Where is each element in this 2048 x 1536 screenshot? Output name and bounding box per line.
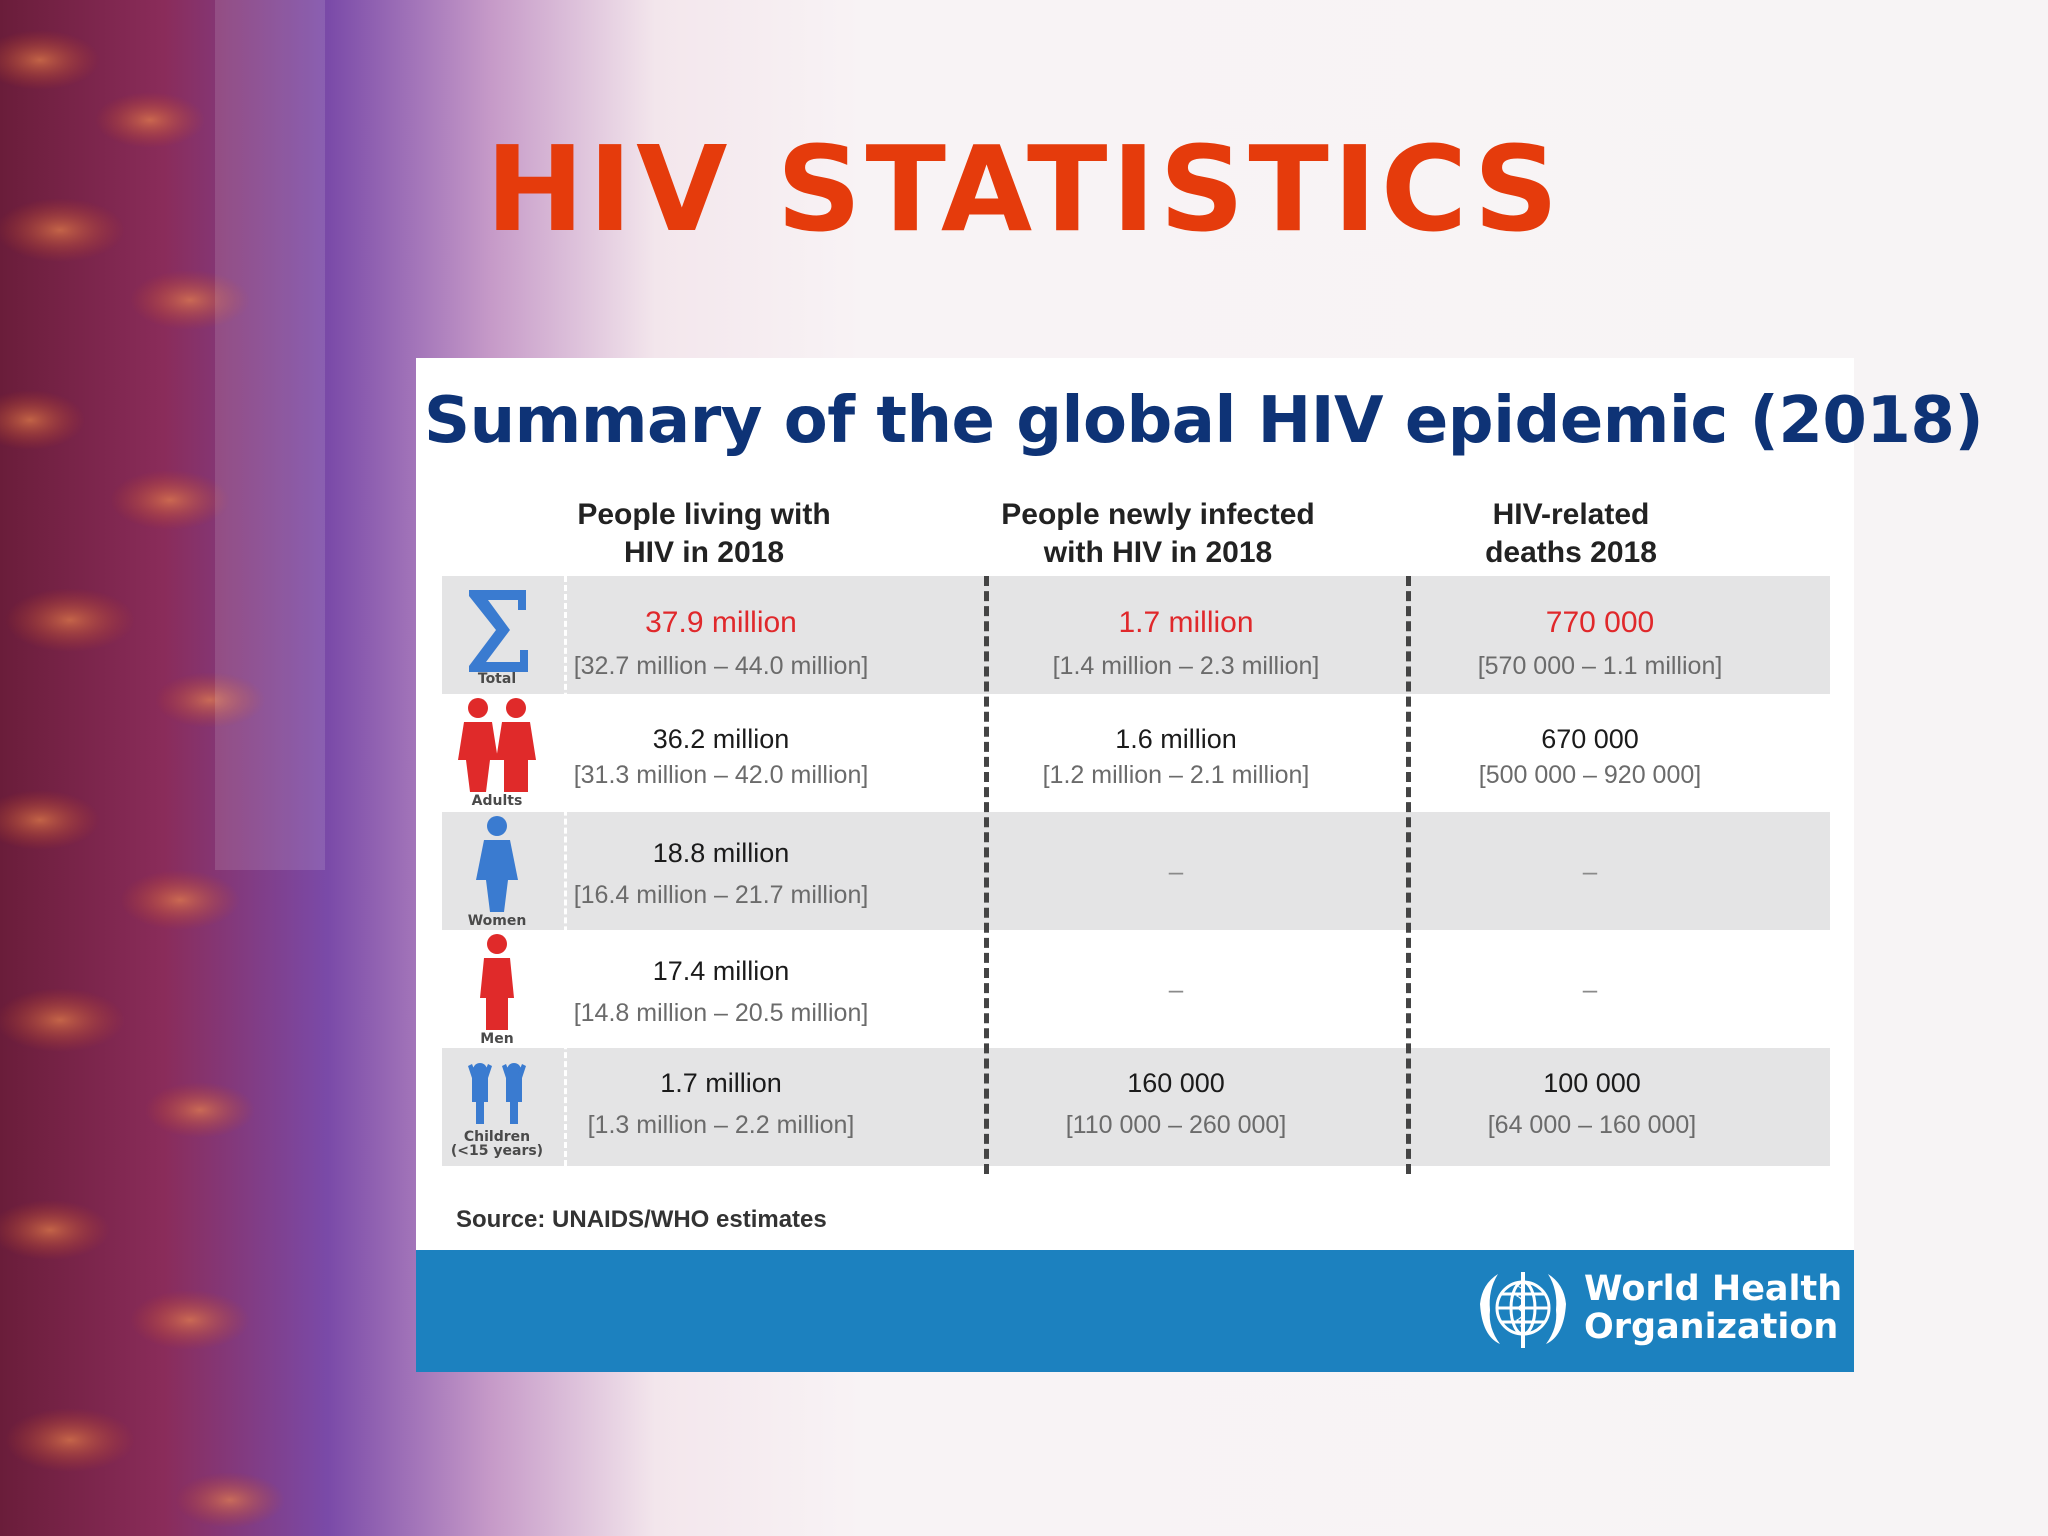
- cell-deaths-adults: 670 000 [500 000 – 920 000]: [1478, 724, 1702, 789]
- table-row-children: Children (<15 years) 1.7 million [1.3 mi…: [442, 1048, 1830, 1166]
- hiv-summary-panel: Summary of the global HIV epidemic (2018…: [416, 358, 1984, 1372]
- sigma-icon: Total: [442, 576, 552, 694]
- cell-living-total: 37.9 million [32.7 million – 44.0 millio…: [573, 606, 869, 680]
- panel-heading: Summary of the global HIV epidemic (2018…: [424, 384, 1984, 458]
- column-header-living: People living with HIV in 2018: [577, 498, 831, 569]
- who-name: World Health Organization: [1584, 1269, 1843, 1347]
- woman-icon: Women: [442, 812, 552, 930]
- slide-title: HIV STATISTICS: [485, 120, 1563, 258]
- source-note: Source: UNAIDS/WHO estimates: [456, 1206, 827, 1233]
- who-footer: World Health Organization: [416, 1250, 1854, 1372]
- column-divider-2: [1406, 576, 1411, 1174]
- man-icon: Men: [442, 930, 552, 1048]
- cell-new-total: 1.7 million [1.4 million – 2.3 million]: [1052, 606, 1320, 680]
- children-icon: Children (<15 years): [442, 1048, 552, 1166]
- table-row-men: Men 17.4 million [14.8 million – 20.5 mi…: [442, 930, 1830, 1048]
- cell-new-adults: 1.6 million [1.2 million – 2.1 million]: [1042, 724, 1310, 789]
- cell-living-men: 17.4 million [14.8 million – 20.5 millio…: [573, 956, 869, 1027]
- cell-deaths-total: 770 000 [570 000 – 1.1 million]: [1477, 606, 1723, 680]
- cell-deaths-men: –: [1582, 974, 1598, 1004]
- cell-living-adults: 36.2 million [31.3 million – 42.0 millio…: [573, 724, 869, 789]
- table-row-adults: Adults 36.2 million [31.3 million – 42.0…: [442, 694, 1830, 812]
- table-row-total: Total 37.9 million [32.7 million – 44.0 …: [442, 576, 1830, 694]
- cell-new-men: –: [1168, 974, 1184, 1004]
- who-emblem-icon: [1468, 1264, 1578, 1360]
- cell-deaths-children: 100 000 [64 000 – 160 000]: [1487, 1068, 1697, 1139]
- column-header-new: People newly infected with HIV in 2018: [1001, 498, 1315, 569]
- icon-column-divider: [564, 576, 567, 1166]
- column-header-deaths: HIV-related deaths 2018: [1485, 498, 1657, 569]
- cell-new-women: –: [1168, 856, 1184, 886]
- cell-new-children: 160 000 [110 000 – 260 000]: [1065, 1068, 1287, 1139]
- column-divider-1: [984, 576, 989, 1174]
- table-row-women: Women 18.8 million [16.4 million – 21.7 …: [442, 812, 1830, 930]
- cell-deaths-women: –: [1582, 856, 1598, 886]
- cell-living-children: 1.7 million [1.3 million – 2.2 million]: [587, 1068, 855, 1139]
- adults-icon: Adults: [442, 694, 552, 812]
- cell-living-women: 18.8 million [16.4 million – 21.7 millio…: [573, 838, 869, 909]
